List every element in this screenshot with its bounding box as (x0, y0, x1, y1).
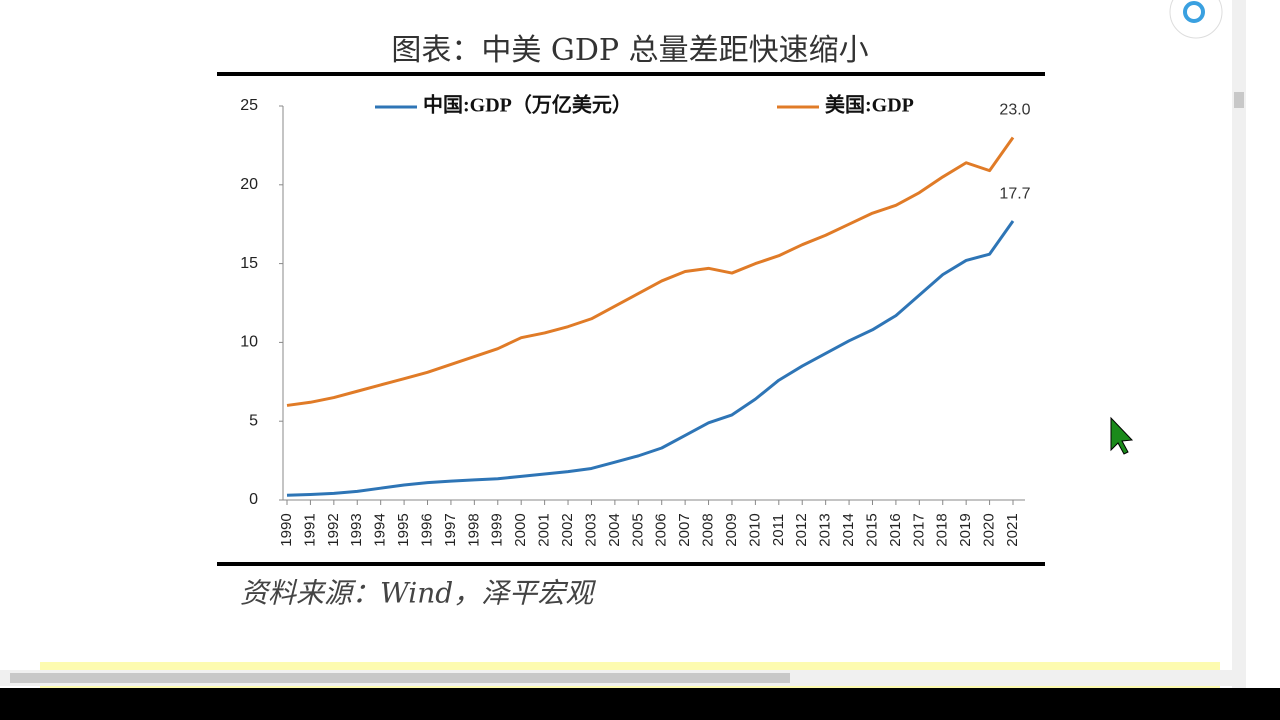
x-tick-label: 2013 (817, 513, 834, 546)
x-tick-label: 2012 (793, 513, 810, 546)
x-tick-label: 1998 (465, 513, 482, 546)
x-tick-label: 2020 (981, 513, 998, 546)
x-tick-label: 2003 (582, 513, 599, 546)
data-label: 23.0 (999, 102, 1030, 119)
legend-label: 美国:GDP (825, 93, 914, 117)
y-tick-label: 0 (249, 491, 258, 508)
x-tick-label: 1991 (301, 513, 318, 546)
legend-label: 中国:GDP（万亿美元） (423, 93, 632, 117)
vertical-scrollbar[interactable] (1232, 0, 1246, 688)
x-tick-label: 2005 (629, 513, 646, 546)
x-tick-label: 2016 (887, 513, 904, 546)
x-tick-label: 2007 (676, 513, 693, 546)
data-line (286, 136, 1015, 407)
source-note: 资料来源：Wind，泽平宏观 (240, 577, 596, 610)
x-tick-label: 1990 (278, 513, 295, 546)
x-tick-label: 2004 (606, 513, 623, 546)
x-tick-label: 2011 (770, 514, 787, 546)
data-label: 17.7 (999, 185, 1030, 202)
y-tick-label: 15 (240, 255, 258, 272)
x-tick-label: 2019 (957, 513, 974, 546)
x-tick-label: 2000 (512, 513, 529, 546)
mouse-cursor (1110, 416, 1134, 455)
x-tick-label: 2017 (910, 513, 927, 546)
x-tick-label: 2008 (700, 513, 717, 546)
bottom-bar (0, 688, 1280, 720)
x-tick-label: 1994 (372, 513, 389, 546)
x-tick-label: 1992 (325, 513, 342, 546)
x-tick-label: 2006 (653, 513, 670, 546)
x-tick-label: 1996 (418, 513, 435, 546)
x-tick-label: 1993 (348, 513, 365, 546)
x-tick-label: 2009 (723, 513, 740, 546)
x-tick-label: 2001 (536, 513, 553, 546)
x-tick-label: 2014 (840, 513, 857, 546)
x-tick-label: 2015 (863, 513, 880, 546)
chart-title: 图表：中美 GDP 总量差距快速缩小 (391, 33, 868, 68)
y-tick-label: 10 (240, 334, 258, 351)
x-tick-label: 1997 (442, 513, 459, 546)
x-tick-label: 2002 (559, 513, 576, 546)
x-tick-label: 2010 (746, 513, 763, 546)
app-icon (1183, 1, 1205, 23)
scrollbar-thumb[interactable] (10, 673, 790, 683)
y-tick-label: 25 (240, 97, 258, 114)
data-line (286, 220, 1015, 497)
x-tick-label: 2018 (934, 513, 951, 546)
y-tick-label: 20 (240, 176, 258, 193)
y-tick-label: 5 (249, 412, 258, 429)
x-tick-label: 2021 (1004, 513, 1021, 546)
x-tick-label: 1995 (395, 513, 412, 546)
scrollbar-thumb[interactable] (1234, 92, 1244, 108)
x-tick-label: 1999 (489, 513, 506, 546)
